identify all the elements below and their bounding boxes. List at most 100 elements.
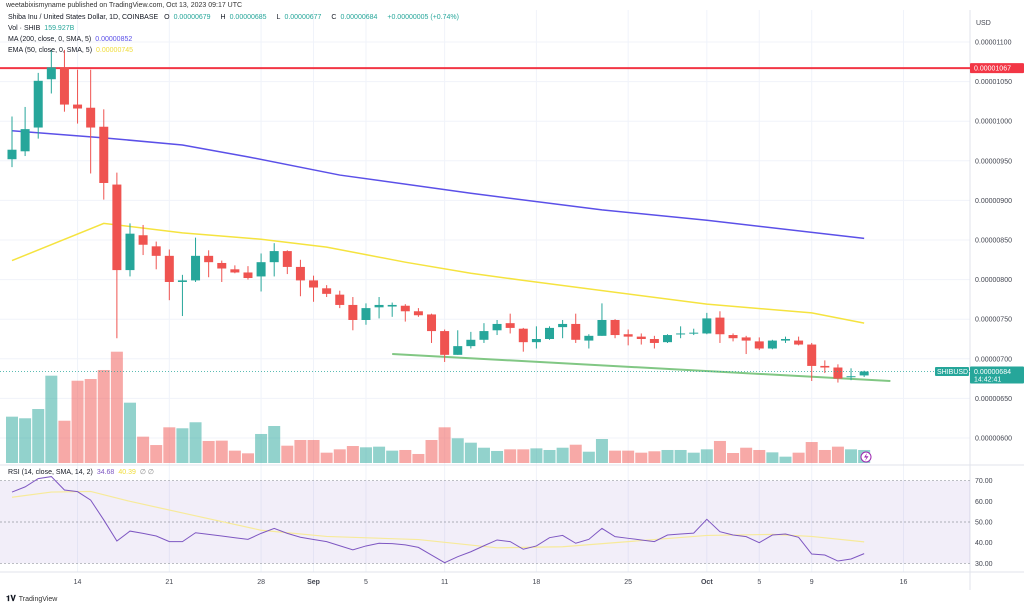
volume-bar xyxy=(556,447,569,463)
candle-body xyxy=(440,331,450,355)
volume-bar xyxy=(425,439,438,463)
volume-bar xyxy=(818,449,831,463)
candle xyxy=(689,328,699,336)
volume-bar xyxy=(622,450,635,463)
symbol-title[interactable]: Shiba Inu / United States Dollar, 1D, CO… xyxy=(8,14,159,21)
volume-bar xyxy=(215,440,228,463)
brand-name[interactable]: TradingView xyxy=(18,595,58,603)
candle-body xyxy=(728,335,738,339)
volume-bar xyxy=(491,450,504,463)
candle-body xyxy=(636,336,646,339)
candle-body xyxy=(492,323,502,331)
candle-body xyxy=(138,235,148,245)
candle-body xyxy=(807,344,817,366)
candle xyxy=(636,333,646,345)
candle xyxy=(571,313,581,343)
volume-bar xyxy=(58,420,71,463)
low-label: L xyxy=(276,14,281,21)
volume-bar xyxy=(346,446,359,463)
lightning-icon-bolt xyxy=(864,453,869,461)
currency-label: USD xyxy=(976,20,991,27)
candle-body xyxy=(794,340,804,345)
symbol-tag-label: SHIBUSD xyxy=(937,369,968,376)
price-axis-label: 0.00001050 xyxy=(975,79,1012,86)
candle xyxy=(794,336,804,346)
candle xyxy=(767,339,777,350)
candle-body xyxy=(453,346,463,355)
candle xyxy=(427,313,437,343)
candle xyxy=(282,250,292,275)
candle xyxy=(649,335,659,349)
price-axis-label: 0.00000650 xyxy=(975,396,1012,403)
candle-body xyxy=(584,335,594,341)
candle-body xyxy=(322,288,332,294)
ma-label: MA (200, close, 0, SMA, 5) xyxy=(8,36,92,43)
volume-bar xyxy=(517,449,530,463)
price-axis-label: 0.00000850 xyxy=(975,238,1012,245)
candle-body xyxy=(597,319,607,336)
candle xyxy=(191,237,201,282)
candle-body xyxy=(46,67,56,80)
volume-bar xyxy=(451,438,464,463)
candle-body xyxy=(164,255,174,282)
candle xyxy=(807,342,817,381)
symbol-legend: Shiba Inu / United States Dollar, 1D, CO… xyxy=(8,14,463,21)
date-axis-label: 5 xyxy=(364,579,368,586)
volume-bar xyxy=(792,452,805,463)
candle xyxy=(335,290,345,309)
volume-bar xyxy=(727,453,740,463)
volume-bar xyxy=(530,448,543,463)
date-axis-label: 11 xyxy=(441,579,448,586)
candle xyxy=(833,364,843,383)
candle-body xyxy=(767,340,777,349)
candle xyxy=(230,265,240,274)
candle-body xyxy=(243,272,253,279)
candle-body xyxy=(820,365,830,368)
volume-bar xyxy=(845,449,858,463)
low-value: 0.00000677 xyxy=(284,14,322,21)
volume-bar xyxy=(123,402,136,463)
change-value: +0.00000005 (+0.74%) xyxy=(387,14,459,21)
volume-bar xyxy=(740,447,753,463)
volume-bar xyxy=(19,418,32,463)
price-axis-label: 0.00000900 xyxy=(975,198,1012,205)
candle xyxy=(295,259,305,297)
price-axis-label: 0.00000700 xyxy=(975,356,1012,363)
volume-bar xyxy=(700,449,713,463)
volume-value: 159.927B xyxy=(44,25,75,32)
candle xyxy=(99,109,109,200)
candle-body xyxy=(676,333,686,335)
price-axis-label: 0.00000800 xyxy=(975,277,1012,284)
candle-body xyxy=(230,269,240,273)
ma-legend[interactable]: MA (200, close, 0, SMA, 5) 0.00000852 xyxy=(8,36,136,43)
rsi-legend[interactable]: RSI (14, close, SMA, 14, 2) 34.68 40.39 ∅ ∅ xyxy=(8,468,158,476)
volume-bar xyxy=(831,446,844,463)
volume-bar xyxy=(609,450,622,463)
volume-bar xyxy=(569,444,582,463)
volume-bar xyxy=(582,451,595,463)
candle-body xyxy=(295,266,305,281)
volume-label: Vol · SHIB xyxy=(8,25,41,32)
tradingview-logo-icon[interactable]: 𝟏𝐕 xyxy=(6,594,16,603)
rsi-axis-label: 40.00 xyxy=(975,540,993,547)
date-axis-label: 5 xyxy=(757,579,761,586)
lightning-icon[interactable] xyxy=(860,451,872,463)
volume-bar xyxy=(163,427,176,463)
volume-bar xyxy=(412,453,425,463)
candle-body xyxy=(99,126,109,183)
volume-bar xyxy=(189,422,202,463)
volume-bar xyxy=(753,449,766,463)
ema-legend[interactable]: EMA (50, close, 0, SMA, 5) 0.00000745 xyxy=(8,47,137,54)
candle-body xyxy=(86,107,96,128)
candle xyxy=(545,326,555,340)
candle-body xyxy=(623,334,633,337)
candle-body xyxy=(479,331,489,340)
candle xyxy=(413,308,423,317)
candle-body xyxy=(256,262,266,277)
volume-legend[interactable]: Vol · SHIB 159.927B xyxy=(8,25,78,32)
candle-body xyxy=(702,318,712,334)
date-axis-label: 14 xyxy=(74,579,82,586)
volume-bar xyxy=(399,449,412,463)
last-price-value: 0.00000684 xyxy=(974,369,1011,376)
